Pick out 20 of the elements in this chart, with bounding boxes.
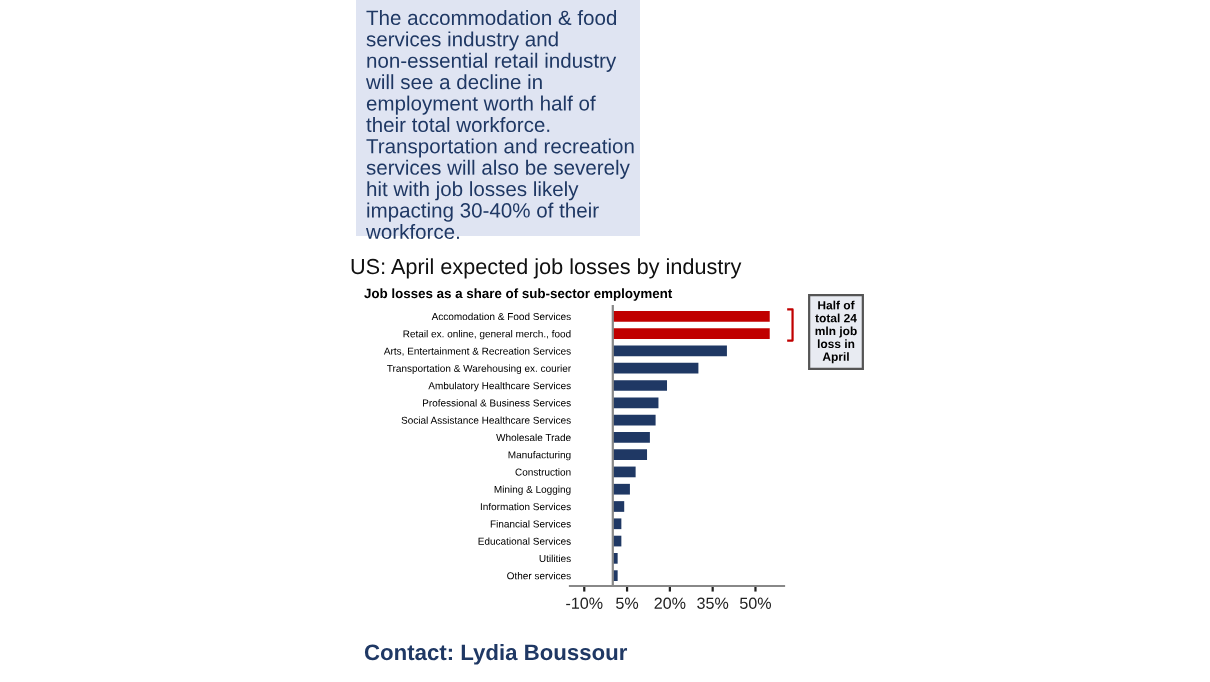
bar <box>612 380 668 391</box>
chart-title: US: April expected job losses by industry <box>351 258 742 279</box>
x-tick-label: 5% <box>616 597 639 609</box>
text: Contact: Lydia Boussour <box>364 643 628 665</box>
bar <box>612 432 650 443</box>
bar <box>612 397 659 409</box>
x-tick-label: 50% <box>739 597 772 609</box>
bar <box>612 483 630 495</box>
bar <box>612 362 699 374</box>
bar <box>612 328 770 340</box>
bar <box>612 449 648 460</box>
bar <box>612 501 625 512</box>
x-tick-label: -10% <box>566 597 603 609</box>
bar <box>612 414 656 426</box>
text: The accommodation & food services industry and non-essential retail industry will see a decline in employment worth half of their total workforce. Transportation and recreation services will also be severely hit with job losses likely impacting 30-40% of their workforce. <box>365 10 634 240</box>
bar <box>612 466 636 478</box>
bar <box>612 345 727 357</box>
x-tick-label: 35% <box>697 597 729 609</box>
x-tick-label: 20% <box>654 597 686 609</box>
bar <box>612 311 770 322</box>
